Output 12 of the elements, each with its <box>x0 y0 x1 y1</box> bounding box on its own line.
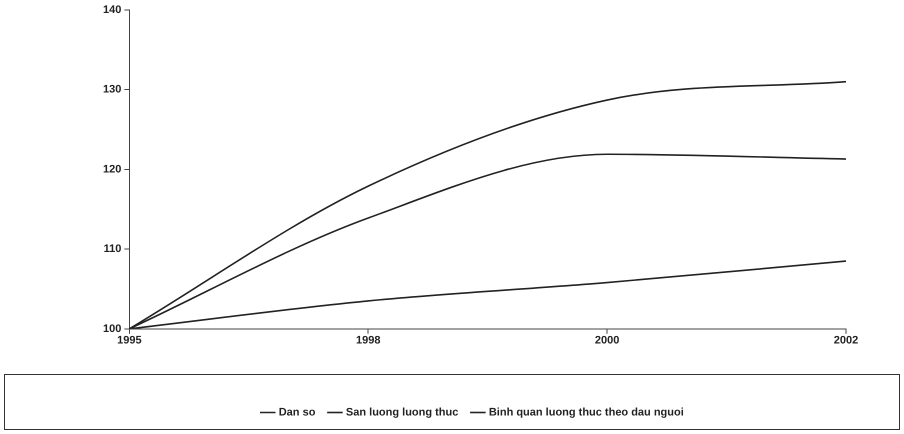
y-tick-label: 130 <box>102 84 122 96</box>
x-tick-label: 2000 <box>594 334 620 346</box>
legend-label: Dan so <box>278 406 316 419</box>
legend-label: San luong luong thuc <box>346 406 458 419</box>
x-tick-label: 1998 <box>356 334 380 346</box>
y-tick-label: 120 <box>102 163 122 176</box>
y-tick-label: 100 <box>102 322 122 335</box>
y-tick-label: 110 <box>104 243 122 256</box>
legend-label: Binh quan luong thuc theo dau nguoi <box>488 406 684 419</box>
y-tick-label: 140 <box>102 4 122 16</box>
x-tick-label: 1995 <box>117 334 142 346</box>
x-tick-label: 2002 <box>834 334 858 346</box>
